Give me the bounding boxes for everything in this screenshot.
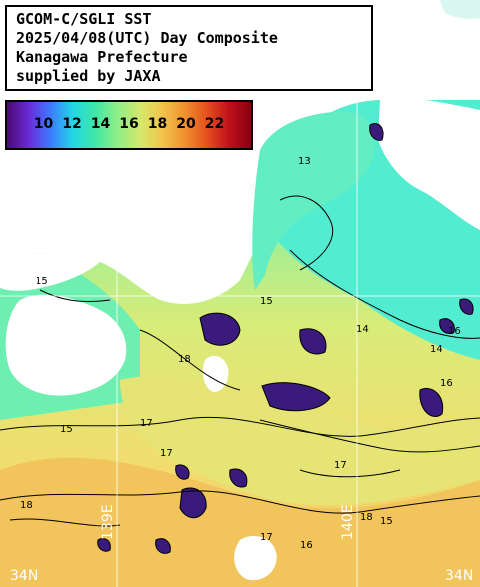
contour-label: 16 [300, 540, 313, 551]
colorbar-tick-10: 10 [33, 116, 54, 132]
mid-water-band [120, 375, 480, 506]
contour-label: 17 [160, 448, 173, 459]
contour-label: 17 [334, 460, 347, 471]
lat-label-35n: 35N [10, 275, 39, 291]
colorbar-tick-16: 16 [119, 116, 139, 132]
title-line-1: GCOM-C/SGLI SST [16, 10, 152, 28]
colorbar-ticks: 10 12 14 16 18 20 22 [7, 116, 251, 136]
contour-label: 14 [356, 324, 369, 335]
contour-label: 16 [440, 378, 453, 389]
title-line-4: supplied by JAXA [16, 67, 161, 85]
contour-label: 18 [360, 512, 373, 523]
lat-label-34n-left: 34N [10, 568, 39, 584]
contour-label: 18 [178, 354, 191, 365]
title-box: GCOM-C/SGLI SST 2025/04/08(UTC) Day Comp… [5, 5, 373, 91]
colorbar-tick-18: 18 [147, 116, 168, 132]
land-izu-north [0, 253, 100, 291]
land-boso-peninsula [378, 97, 480, 230]
cloud-patches [97, 123, 474, 554]
land-top-right-corner [440, 0, 480, 19]
sst-contours [0, 195, 480, 527]
colorbar-tick-22: 22 [204, 116, 225, 132]
contour-label: 16 [448, 326, 461, 337]
contour-label: 14 [430, 344, 443, 355]
warm-water-south [0, 457, 480, 587]
land-izu-peninsula [5, 294, 127, 396]
island-oshima [234, 536, 277, 581]
lat-label-34n-right: 34N [445, 568, 474, 584]
contour-label-group: 15 13 14 15 16 17 18 15 16 14 18 17 17 18 17 16 15 [20, 156, 461, 551]
colorbar-tick-14: 14 [90, 116, 111, 132]
colorbar-tick-20: 20 [176, 116, 196, 132]
contour-label: 13 [298, 156, 311, 167]
contour-label: 17 [140, 418, 153, 429]
contour-label: 15 [380, 516, 393, 527]
lon-label-139e: 139E [100, 504, 116, 540]
lon-label-140e: 140E [340, 504, 356, 540]
title-line-2: 2025/04/08(UTC) Day Composite [16, 29, 278, 47]
sst-colorbar: 10 12 14 16 18 20 22 [5, 100, 253, 150]
colorbar-tick-12: 12 [62, 116, 82, 132]
contour-label: 15 [260, 296, 273, 307]
contour-label: 18 [20, 500, 33, 511]
contour-label: 17 [260, 532, 273, 543]
contour-label: 15 [35, 276, 48, 287]
title-line-3: Kanagawa Prefecture [16, 48, 188, 66]
contour-label: 15 [60, 424, 73, 435]
